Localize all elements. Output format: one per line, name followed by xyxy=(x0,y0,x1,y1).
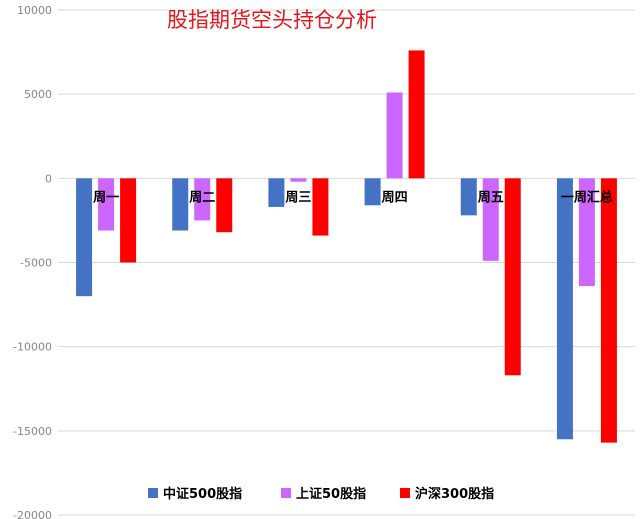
y-tick-label: -20000 xyxy=(13,509,52,519)
y-tick-label: 10000 xyxy=(17,4,52,17)
category-label: 周三 xyxy=(285,190,311,205)
y-tick-label: 0 xyxy=(45,172,52,185)
bar-3-5 xyxy=(504,178,521,376)
bar-1-4 xyxy=(364,178,381,206)
bar-2-6 xyxy=(578,178,595,287)
bar-3-4 xyxy=(408,50,425,179)
y-tick-label: -15000 xyxy=(13,425,52,438)
bar-3-6 xyxy=(600,178,617,443)
legend-swatch xyxy=(281,488,291,498)
gridlines xyxy=(58,9,635,516)
bar-1-5 xyxy=(460,178,477,216)
legend-swatch xyxy=(400,488,410,498)
category-label: 周四 xyxy=(382,190,408,205)
category-label: 周二 xyxy=(189,190,215,205)
bar-2-1 xyxy=(98,178,115,231)
bars xyxy=(76,50,617,443)
category-label: 周五 xyxy=(478,190,504,205)
bar-3-2 xyxy=(216,178,233,233)
legend-label: 中证500股指 xyxy=(163,486,242,502)
bar-2-3 xyxy=(290,178,307,182)
legend-swatch xyxy=(148,488,158,498)
bar-1-1 xyxy=(76,178,93,297)
bar-1-3 xyxy=(268,178,285,207)
bar-2-5 xyxy=(482,178,499,261)
bar-3-1 xyxy=(120,178,137,263)
bar-1-2 xyxy=(172,178,189,231)
y-tick-label: 5000 xyxy=(24,88,52,101)
chart-title: 股指期货空头持仓分析 xyxy=(167,8,377,32)
legend: 中证500股指 上证50股指 沪深300股指 xyxy=(148,486,494,502)
bar-3-3 xyxy=(312,178,329,236)
y-tick-label: -5000 xyxy=(20,257,52,270)
category-labels: 周一 周二 周三 周四 周五 一周汇总 xyxy=(93,189,613,205)
y-axis-ticks: 10000 5000 0 -5000 -10000 -15000 -20000 xyxy=(13,4,52,519)
category-label: 周一 xyxy=(93,190,119,205)
category-label: 一周汇总 xyxy=(561,189,613,205)
legend-label: 上证50股指 xyxy=(296,486,366,502)
bar-2-2 xyxy=(194,178,211,221)
y-tick-label: -10000 xyxy=(13,341,52,354)
bar-1-6 xyxy=(556,178,573,440)
legend-label: 沪深300股指 xyxy=(415,486,494,502)
bar-2-4 xyxy=(386,92,403,179)
